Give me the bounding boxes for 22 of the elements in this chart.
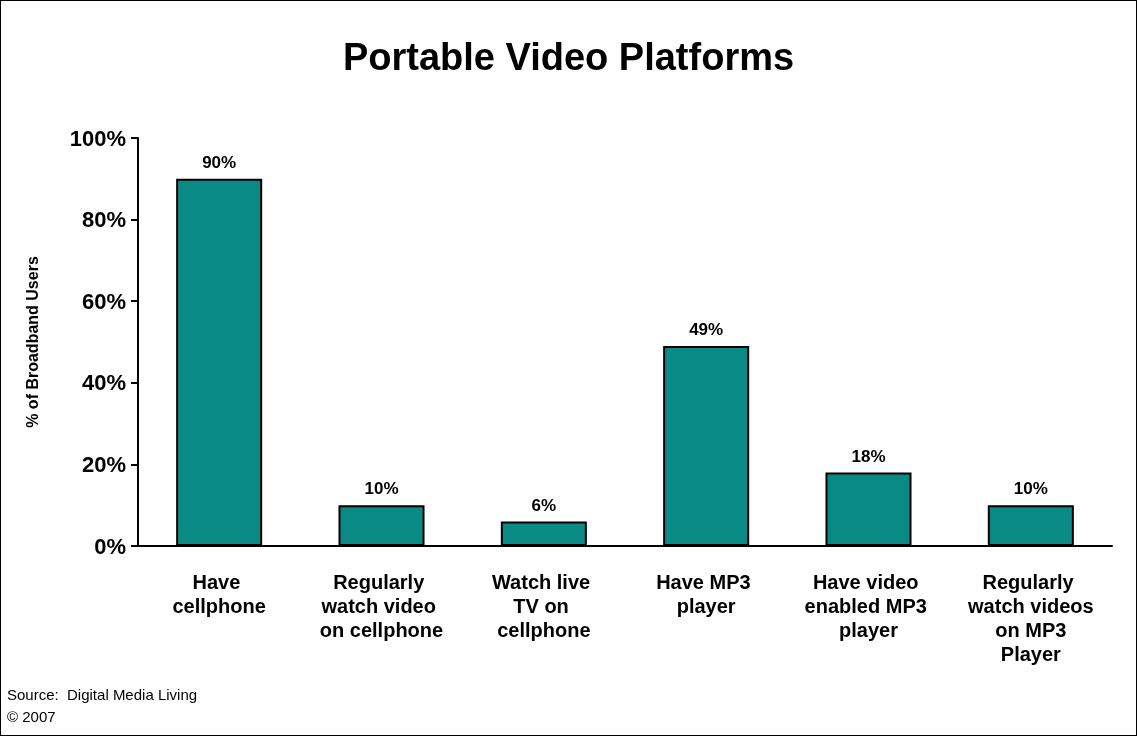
x-tick-label: Have MP3 player	[656, 571, 757, 617]
x-tick-label: Regularly watch video on cellphone	[319, 571, 444, 641]
y-tick-label: 80%	[81, 207, 126, 233]
y-tick-label: 0%	[94, 533, 126, 559]
x-tick-label: Watch live TV on cellphone	[491, 571, 596, 641]
data-label: 49%	[689, 320, 724, 340]
y-tick-label: 100%	[69, 125, 126, 151]
data-label: 10%	[364, 479, 399, 499]
source-note: Source: Digital Media Living	[7, 686, 198, 703]
x-tick-label: Have video enabled MP3 player	[804, 571, 933, 641]
data-label: 10%	[1013, 479, 1048, 499]
x-tick-label: Regularly watch videos on MP3 Player	[967, 571, 1094, 665]
data-label: 90%	[202, 152, 237, 172]
y-tick-label: 40%	[81, 370, 126, 396]
data-label: 18%	[851, 446, 886, 466]
y-tick-label: 20%	[81, 451, 126, 477]
chart-title: Portable Video Platforms	[342, 36, 795, 78]
data-label: 6%	[531, 495, 557, 515]
text: © 2007	[7, 708, 56, 725]
y-axis-title: % of Broadband Users	[23, 256, 41, 428]
x-tick-label: Have cellphone	[172, 571, 266, 617]
y-tick-label: 60%	[81, 288, 126, 314]
